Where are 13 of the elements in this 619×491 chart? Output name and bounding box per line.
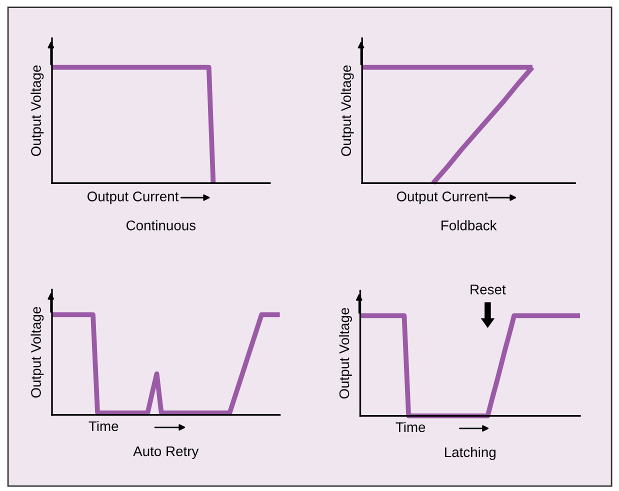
x-axis-title: Output Current bbox=[396, 192, 488, 204]
y-axis-title: Output Voltage bbox=[340, 65, 354, 156]
text: Auto Retry bbox=[133, 446, 199, 459]
y-axis-title: Output Voltage bbox=[30, 65, 44, 156]
y-axis-title: Output Voltage bbox=[338, 308, 352, 399]
y-axis-title: Output Voltage bbox=[30, 306, 44, 398]
text: Reset bbox=[470, 284, 506, 294]
text: Foldback bbox=[442, 220, 497, 230]
text: Continuous bbox=[126, 220, 196, 230]
x-axis-title: Output Current bbox=[88, 192, 179, 204]
x-axis-title: Time bbox=[396, 422, 426, 432]
text: Latching bbox=[445, 446, 496, 460]
x-axis-title: Time bbox=[88, 420, 118, 432]
